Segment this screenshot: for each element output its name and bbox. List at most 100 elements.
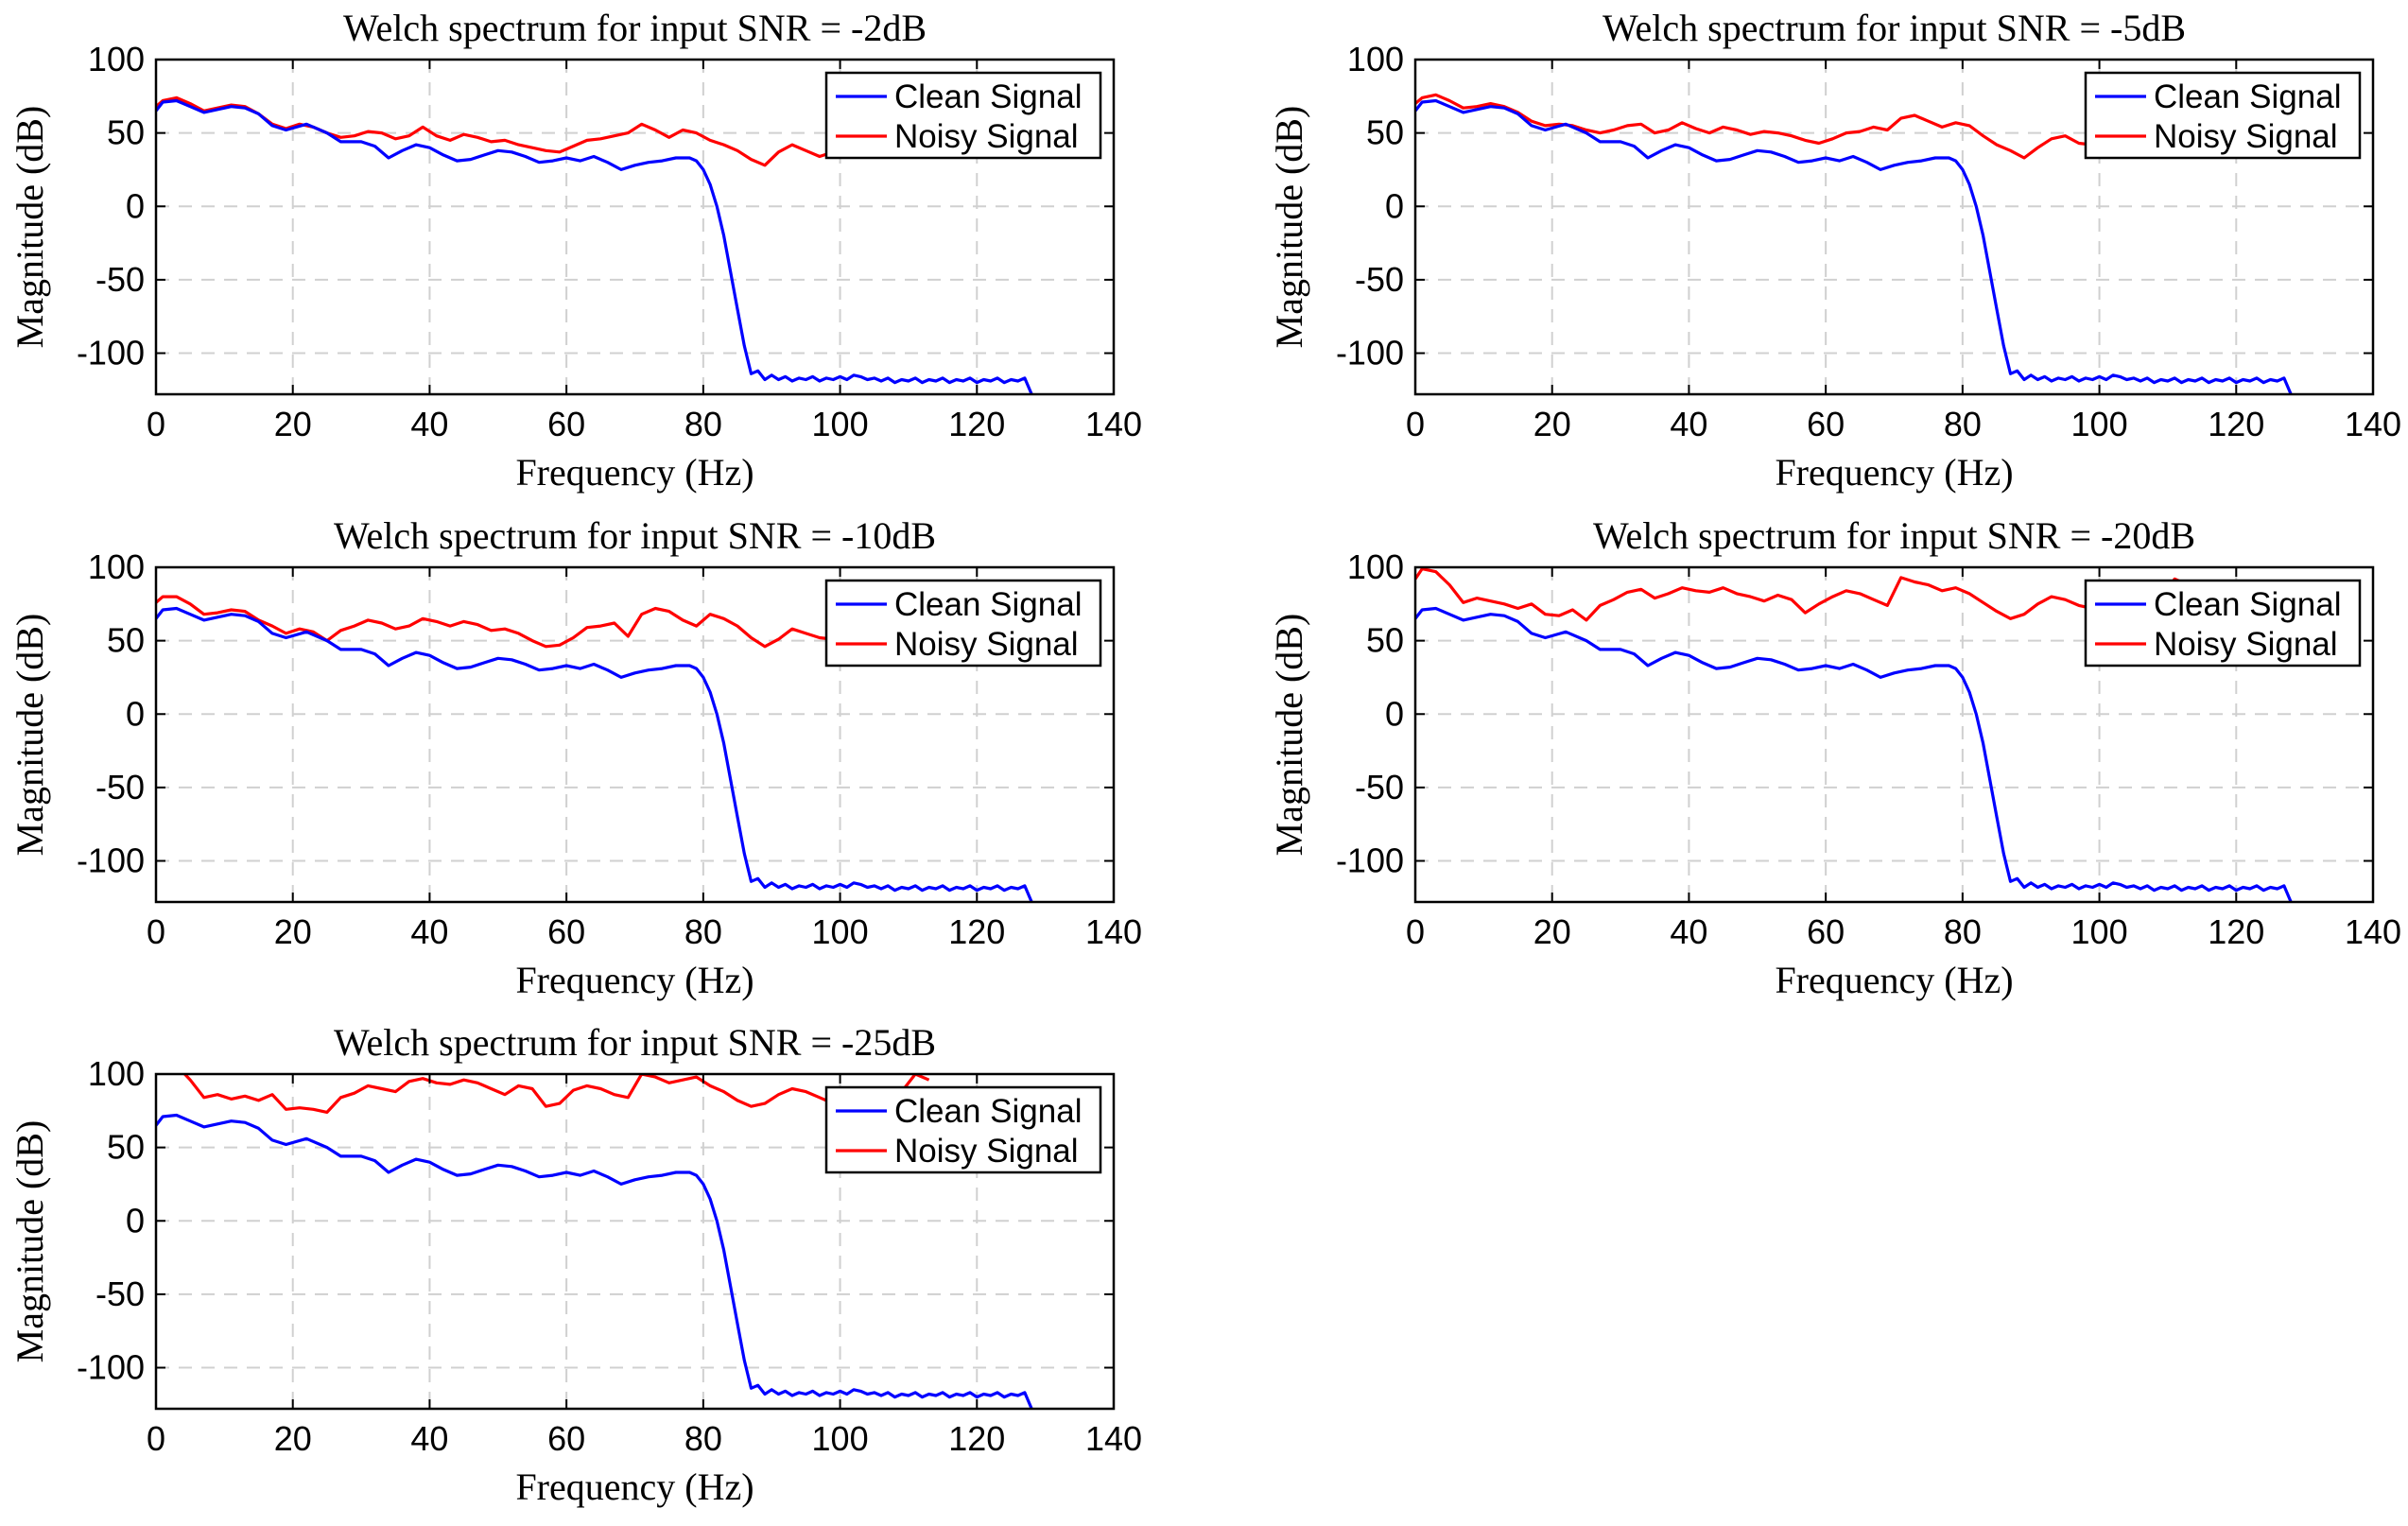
chart-title: Welch spectrum for input SNR = -10dB	[334, 514, 936, 557]
y-tick-label: 0	[126, 1201, 145, 1240]
legend-label-noisy: Noisy Signal	[894, 118, 1079, 155]
x-tick-label: 120	[948, 912, 1005, 951]
series-line-clean	[156, 606, 1033, 902]
x-tick-label: 40	[1670, 912, 1707, 951]
legend-label-noisy: Noisy Signal	[894, 626, 1079, 663]
legend-label-clean: Clean Signal	[2154, 78, 2341, 115]
x-tick-label: 40	[410, 1419, 448, 1458]
x-tick-label: 120	[948, 405, 1005, 443]
legend-label-noisy: Noisy Signal	[2154, 118, 2338, 155]
series-line-noisy	[1415, 567, 2190, 622]
legend-box	[824, 579, 1102, 668]
axes-frame	[154, 58, 1116, 396]
axes-frame	[154, 565, 1116, 904]
x-tick-label: 140	[1085, 1419, 1142, 1458]
x-tick-label: 40	[410, 405, 448, 443]
x-tick-label: 100	[812, 1419, 869, 1458]
x-axis-label: Frequency (Hz)	[1775, 451, 2013, 494]
y-tick-label: 100	[88, 547, 145, 586]
x-tick-label: 140	[2345, 405, 2401, 443]
x-tick-label: 120	[2208, 405, 2264, 443]
x-tick-label: 100	[2071, 405, 2128, 443]
legend-label-clean: Clean Signal	[894, 1093, 1082, 1130]
y-tick-label: -50	[95, 1275, 145, 1313]
y-tick-label: 0	[1385, 186, 1404, 225]
x-tick-label: 60	[547, 912, 585, 951]
x-axis-label: Frequency (Hz)	[515, 1465, 754, 1508]
x-axis-label: Frequency (Hz)	[1775, 959, 2013, 1001]
series-line-clean	[156, 1113, 1033, 1409]
legend-box	[824, 71, 1102, 160]
x-tick-label: 0	[1406, 405, 1425, 443]
y-tick-label: 50	[107, 621, 145, 660]
chart-title: Welch spectrum for input SNR = -5dB	[1602, 7, 2186, 49]
legend-label-noisy: Noisy Signal	[2154, 626, 2338, 663]
x-axis-label: Frequency (Hz)	[515, 959, 754, 1001]
x-tick-label: 20	[274, 1419, 312, 1458]
x-tick-label: 60	[547, 1419, 585, 1458]
y-tick-label: 0	[126, 186, 145, 225]
y-tick-label: -50	[1355, 768, 1404, 806]
axes-frame	[154, 1072, 1116, 1411]
x-tick-label: 0	[147, 405, 165, 443]
x-tick-label: 0	[147, 1419, 165, 1458]
y-tick-label: 0	[126, 694, 145, 733]
x-tick-label: 20	[274, 912, 312, 951]
series-line-noisy	[1415, 93, 2121, 160]
y-tick-label: -100	[77, 841, 145, 880]
chart-title: Welch spectrum for input SNR = -25dB	[334, 1021, 936, 1064]
y-tick-label: -100	[1336, 841, 1404, 880]
x-tick-label: 60	[547, 405, 585, 443]
legend-label-clean: Clean Signal	[894, 78, 1082, 115]
x-tick-label: 80	[1944, 405, 1982, 443]
x-tick-label: 20	[274, 405, 312, 443]
axes-frame	[1413, 565, 2375, 904]
legend-box	[824, 1085, 1102, 1174]
x-tick-label: 40	[410, 912, 448, 951]
series-line-clean	[1415, 606, 2293, 902]
y-tick-label: -100	[77, 334, 145, 373]
y-tick-label: -50	[95, 768, 145, 806]
y-tick-label: -100	[1336, 334, 1404, 373]
x-tick-label: 80	[684, 1419, 722, 1458]
legend-box	[2084, 579, 2362, 668]
x-tick-label: 0	[1406, 912, 1425, 951]
legend-label-clean: Clean Signal	[894, 586, 1082, 623]
y-tick-label: 50	[1366, 621, 1404, 660]
x-tick-label: 60	[1807, 405, 1845, 443]
y-tick-label: 50	[107, 1128, 145, 1167]
x-tick-label: 100	[2071, 912, 2128, 951]
x-tick-label: 100	[812, 405, 869, 443]
x-tick-label: 140	[2345, 912, 2401, 951]
y-tick-label: -50	[95, 260, 145, 299]
y-axis-label: Magnitude (dB)	[9, 1120, 51, 1363]
series-line-clean	[156, 98, 1033, 394]
chart-panel-3: 0 20 40 60 80 100 120 140 100 50 0 -50 -100 Welch spe…	[9, 514, 1142, 1001]
y-tick-label: 100	[1347, 547, 1404, 586]
x-tick-label: 60	[1807, 912, 1845, 951]
x-tick-label: 20	[1533, 912, 1571, 951]
y-tick-label: 100	[88, 1054, 145, 1093]
x-axis-label: Frequency (Hz)	[515, 451, 754, 494]
chart-title: Welch spectrum for input SNR = -2dB	[343, 7, 927, 49]
x-tick-label: 100	[812, 912, 869, 951]
y-tick-label: 100	[88, 40, 145, 78]
y-tick-label: -50	[1355, 260, 1404, 299]
x-tick-label: 140	[1085, 405, 1142, 443]
axes-frame	[1413, 58, 2375, 396]
x-tick-label: 120	[948, 1419, 1005, 1458]
chart-panel-4: 0 20 40 60 80 100 120 140 100 50 0 -50 -100 Welch spe…	[1268, 514, 2401, 1001]
legend-label-noisy: Noisy Signal	[894, 1133, 1079, 1170]
y-tick-label: -100	[77, 1348, 145, 1387]
x-tick-label: 80	[684, 405, 722, 443]
x-tick-label: 0	[147, 912, 165, 951]
series-line-clean	[1415, 98, 2293, 394]
series-line-noisy	[156, 595, 861, 649]
chart-panel-1: 0 20 40 60 80 100 120 140 100 50 0 -50 -100 Welch spe…	[9, 7, 1142, 494]
chart-title: Welch spectrum for input SNR = -20dB	[1593, 514, 2195, 557]
